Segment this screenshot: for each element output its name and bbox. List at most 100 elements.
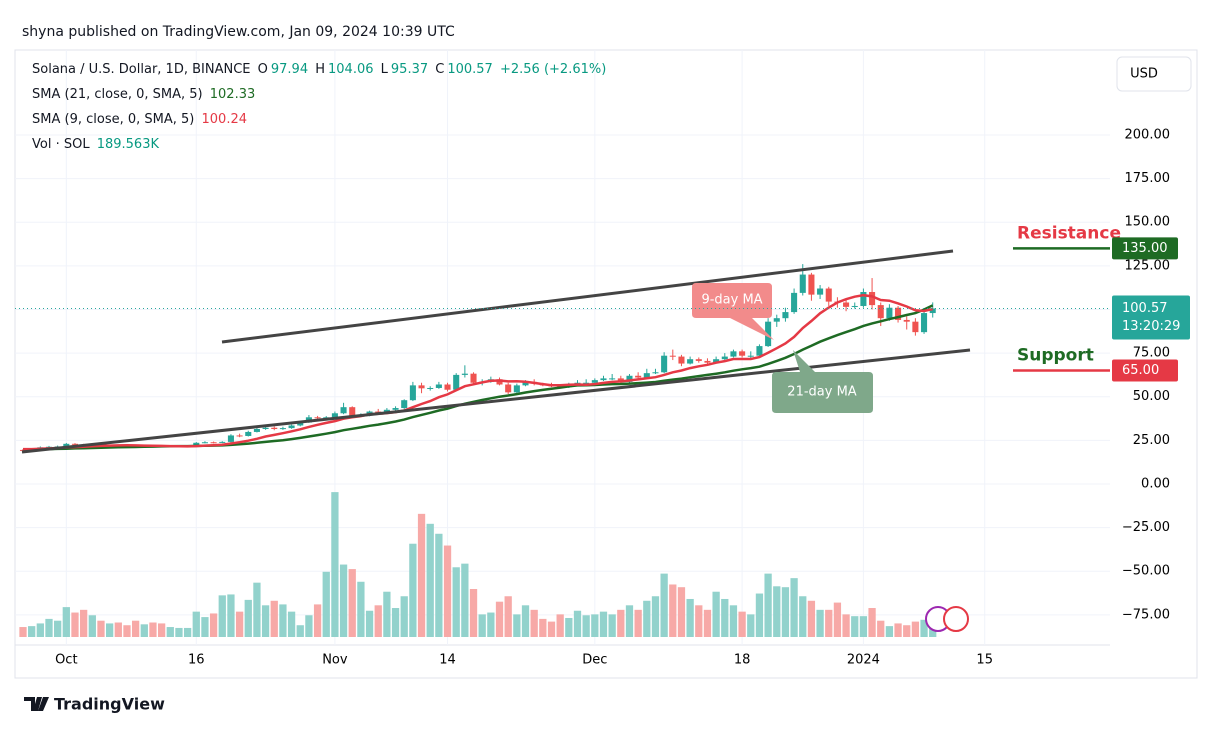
- candle-body: [695, 359, 702, 361]
- volume-bar: [686, 598, 694, 637]
- candle-body: [453, 374, 460, 390]
- price-badge-value: 100.57: [1122, 301, 1168, 316]
- candle-body: [245, 431, 252, 436]
- candle-body: [236, 435, 243, 437]
- sma-line: [23, 293, 933, 451]
- volume-bar: [877, 620, 885, 637]
- candle-body: [669, 355, 676, 357]
- candle-body: [496, 379, 503, 385]
- volume-bar: [807, 600, 816, 637]
- volume-bar: [747, 614, 755, 637]
- low-value: 95.37: [390, 62, 429, 77]
- volume-bar: [62, 607, 70, 637]
- volume-bar: [19, 627, 27, 637]
- candle-body: [262, 427, 269, 429]
- candle-body: [617, 378, 624, 382]
- volume-bar: [669, 584, 677, 637]
- volume-bar: [357, 581, 365, 637]
- candle-body: [921, 313, 928, 333]
- volume-bar: [409, 543, 417, 637]
- y-tick-label: 200.00: [1125, 127, 1171, 142]
- candle-body: [843, 302, 850, 307]
- candle-body: [71, 443, 79, 445]
- callout-box: [692, 283, 774, 340]
- candle-body: [721, 356, 728, 360]
- volume-bar: [209, 613, 218, 637]
- volume-bar: [660, 573, 668, 637]
- candle-body: [704, 360, 711, 363]
- candle-body: [418, 385, 425, 389]
- candle-body: [392, 408, 399, 410]
- lower-trendline: [21, 348, 971, 454]
- candle-body: [435, 384, 442, 388]
- candle-body: [63, 443, 70, 447]
- candle-body: [340, 407, 347, 414]
- volume-bar: [149, 622, 157, 637]
- volume-bar: [365, 610, 374, 637]
- volume-bar: [114, 622, 122, 637]
- ohlc-letter: H: [315, 62, 326, 77]
- candle-body: [851, 305, 858, 307]
- volume-bar: [651, 596, 660, 637]
- candle-body: [860, 292, 867, 306]
- candle-body: [297, 422, 304, 426]
- candle-body: [583, 382, 590, 384]
- y-tick-label: 0.00: [1141, 476, 1170, 491]
- volume-bar: [235, 611, 244, 637]
- legend-volume: Vol · SOL 189.563K: [32, 137, 162, 152]
- event-icon[interactable]: [943, 606, 969, 632]
- x-tick-label: 16: [188, 653, 205, 668]
- brand-name: TradingView: [54, 695, 165, 714]
- candle-body: [591, 380, 598, 383]
- candle-body: [210, 442, 217, 444]
- volume-bar: [565, 617, 573, 637]
- volume-bar: [643, 600, 651, 637]
- volume-bar: [166, 627, 174, 637]
- callout-21day: 21-day MA: [772, 350, 873, 413]
- candle-body: [505, 384, 512, 393]
- symbol: Solana / U.S. Dollar, 1D, BINANCE: [32, 62, 251, 77]
- volume-bar: [547, 621, 556, 637]
- candle-body: [773, 318, 780, 322]
- volume-bar: [201, 617, 209, 637]
- volume-bar: [764, 573, 772, 637]
- y-tick-label: 150.00: [1125, 215, 1171, 230]
- level-badge: [1112, 359, 1178, 382]
- indicator-value: 189.563K: [96, 137, 160, 152]
- candle-body: [765, 321, 772, 347]
- candle-body: [375, 411, 382, 413]
- volume-bar: [175, 627, 183, 637]
- candle-body: [271, 427, 278, 429]
- volume-bar: [244, 599, 252, 637]
- callout-9day: 9-day MA: [692, 283, 774, 340]
- volume-bar: [227, 594, 235, 637]
- chart-frame: [14, 49, 1198, 679]
- volume-bar: [816, 609, 824, 637]
- volume-bar: [851, 616, 859, 637]
- candle-body: [331, 413, 338, 418]
- volume-bar: [591, 614, 599, 637]
- legend-sma21: SMA (21, close, 0, SMA, 5) 102.33: [32, 87, 258, 102]
- brand-logo: [24, 697, 49, 711]
- candle-body: [825, 288, 832, 302]
- volume-bar: [833, 602, 842, 637]
- candle-body: [461, 373, 468, 375]
- volume-bar: [487, 612, 495, 637]
- ohlc-letter: O: [257, 62, 268, 77]
- volume-bar: [556, 614, 564, 637]
- volume-bar: [305, 615, 313, 637]
- candle-body: [522, 381, 529, 386]
- volume-bar: [36, 623, 44, 637]
- legend-sma9: SMA (9, close, 0, SMA, 5) 100.24: [32, 112, 250, 127]
- volume-bar: [799, 596, 807, 637]
- volume-bar: [192, 611, 200, 637]
- volume-bar: [80, 609, 88, 637]
- candle-body: [444, 384, 451, 390]
- volume-bar: [729, 605, 738, 637]
- price-badge-countdown: 13:20:29: [1122, 319, 1180, 334]
- y-tick-label: 125.00: [1125, 258, 1171, 273]
- currency-button[interactable]: [1116, 56, 1192, 92]
- volume-bar: [426, 523, 434, 637]
- volume-bar: [400, 596, 408, 637]
- volume-bar: [608, 614, 616, 637]
